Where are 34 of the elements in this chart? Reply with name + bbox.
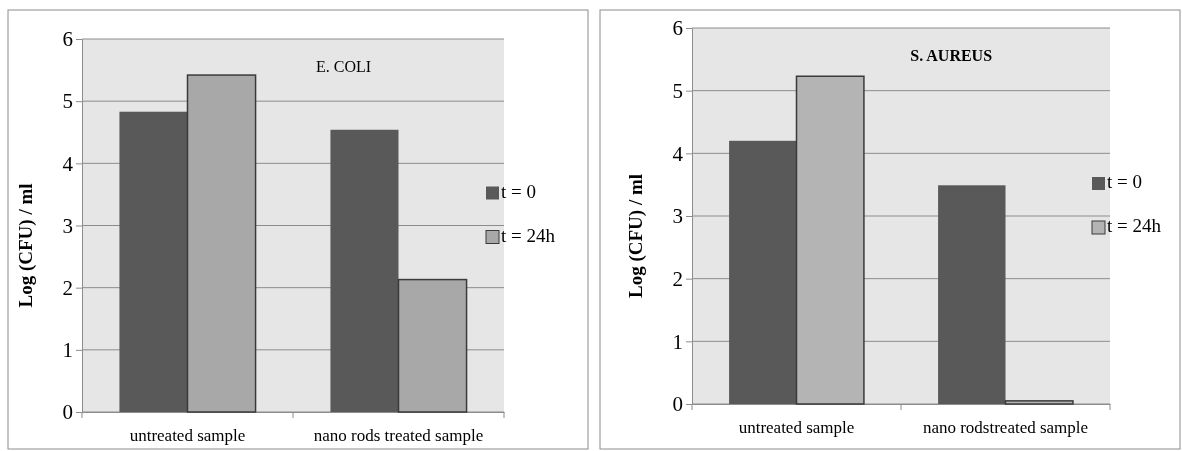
x-tick-label: nano rodstreated sample: [922, 417, 1089, 437]
y-tick-label: 4: [672, 141, 684, 166]
y-tick-label: 5: [672, 78, 683, 103]
legend-label: t = 0: [501, 180, 536, 202]
y-tick-label: 6: [62, 27, 73, 52]
bar: [186, 74, 257, 413]
y-axis-title: Log (CFU) / ml: [15, 183, 37, 308]
bar: [397, 278, 468, 413]
text: S. AUREUS: [910, 47, 993, 64]
y-tick-label: 2: [672, 266, 683, 291]
bar: [119, 111, 188, 412]
bar: [795, 75, 865, 405]
y-tick-label: 1: [672, 329, 683, 354]
y-tick-label: 0: [672, 392, 683, 417]
legend-label: t = 0: [1107, 171, 1142, 192]
bar: [729, 140, 797, 404]
y-tick-label: 3: [672, 204, 683, 229]
y-tick-label: 2: [62, 275, 73, 300]
legend-label: t = 24h: [1107, 215, 1162, 236]
x-tick-label: untreated sample: [129, 425, 246, 445]
text: E. COLI: [316, 58, 372, 75]
x-tick-label: nano rods treated sample: [313, 425, 484, 445]
y-tick-label: 4: [62, 151, 74, 176]
y-tick-label: 1: [62, 338, 73, 363]
y-axis-title: Log (CFU) / ml: [625, 173, 647, 299]
bar: [1004, 400, 1074, 405]
y-tick-label: 6: [672, 16, 683, 41]
bar: [938, 185, 1006, 404]
y-tick-label: 5: [62, 89, 73, 114]
y-tick-label: 0: [62, 400, 73, 425]
y-tick-label: 3: [62, 213, 73, 238]
x-tick-label: untreated sample: [738, 417, 855, 437]
bar: [330, 129, 399, 412]
legend-label: t = 24h: [501, 224, 556, 246]
